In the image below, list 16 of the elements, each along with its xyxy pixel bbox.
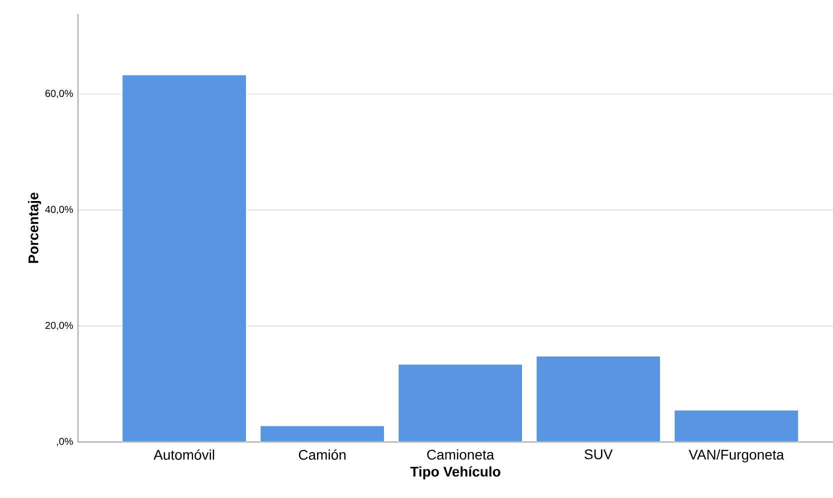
y-tick-label: ,0%: [56, 438, 73, 446]
y-tick-label: 60,0%: [45, 90, 73, 98]
bar: [122, 74, 247, 442]
x-tick-label: VAN/Furgoneta: [688, 449, 784, 462]
bar: [398, 364, 523, 442]
x-tick-label: SUV: [584, 449, 613, 460]
y-axis-title: Porcentaje: [28, 192, 42, 263]
bar: [536, 356, 661, 442]
y-tick-label: 20,0%: [45, 322, 73, 330]
bar: [260, 425, 385, 442]
x-tick-label: Automóvil: [154, 449, 214, 460]
x-axis-title: Tipo Vehículo: [410, 466, 500, 480]
y-tick-label: 40,0%: [45, 206, 73, 214]
x-tick-label: Camioneta: [427, 449, 494, 460]
bar: [674, 410, 799, 442]
x-tick-label: Camión: [298, 449, 346, 460]
